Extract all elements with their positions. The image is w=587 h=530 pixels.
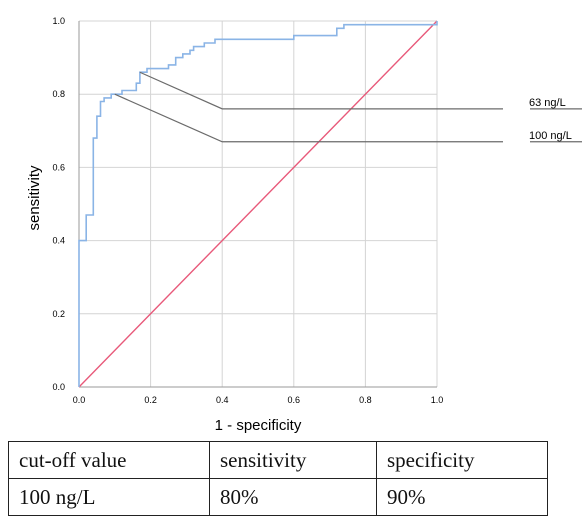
y-tick-label: 0.2 (52, 309, 65, 319)
roc-chart: 0.0 0.2 0.4 0.6 0.8 1.0 0.0 0.2 0.4 0.6 0.8 1.0 63… (26, 16, 582, 434)
table-row: 100 ng/L 80% 90% (8, 478, 548, 516)
x-tick-labels: 0.0 0.2 0.4 0.6 0.8 1.0 (73, 395, 444, 405)
x-tick-label: 1.0 (431, 395, 444, 405)
x-tick-label: 0.2 (144, 395, 157, 405)
table-header-cell: specificity (376, 441, 548, 479)
x-axis-label: 1 - specificity (215, 417, 302, 434)
annotation-leader-line (139, 71, 503, 110)
x-tick-label: 0.4 (216, 395, 229, 405)
grid (79, 20, 438, 387)
x-tick-label: 0.6 (288, 395, 301, 405)
table-cell: 90% (376, 478, 548, 516)
roc-series (78, 21, 438, 387)
annotation-label: 100 ng/L (529, 130, 572, 142)
x-tick-label: 0.0 (73, 395, 86, 405)
results-table: cut-off value sensitivity specificity 10… (8, 441, 548, 516)
y-tick-labels: 0.0 0.2 0.4 0.6 0.8 1.0 (52, 16, 65, 392)
annotation-label: 63 ng/L (529, 97, 566, 109)
y-tick-label: 0.4 (52, 236, 65, 246)
roc-curve (78, 21, 438, 387)
table-cell: 100 ng/L (8, 478, 210, 516)
annotation-leader-line (114, 93, 503, 143)
table-header-cell: sensitivity (209, 441, 377, 479)
y-tick-label: 0.8 (52, 89, 65, 99)
reference-line (78, 20, 438, 388)
annotations: 63 ng/L 100 ng/L (114, 71, 582, 143)
y-tick-label: 0.6 (52, 162, 65, 172)
y-tick-label: 0.0 (52, 382, 65, 392)
y-axis-label: sensitivity (26, 165, 43, 231)
reference-series (78, 20, 438, 388)
table-header-cell: cut-off value (8, 441, 210, 479)
table-header-row: cut-off value sensitivity specificity (8, 441, 548, 479)
table-cell: 80% (209, 478, 377, 516)
y-tick-label: 1.0 (52, 16, 65, 26)
x-tick-label: 0.8 (359, 395, 372, 405)
